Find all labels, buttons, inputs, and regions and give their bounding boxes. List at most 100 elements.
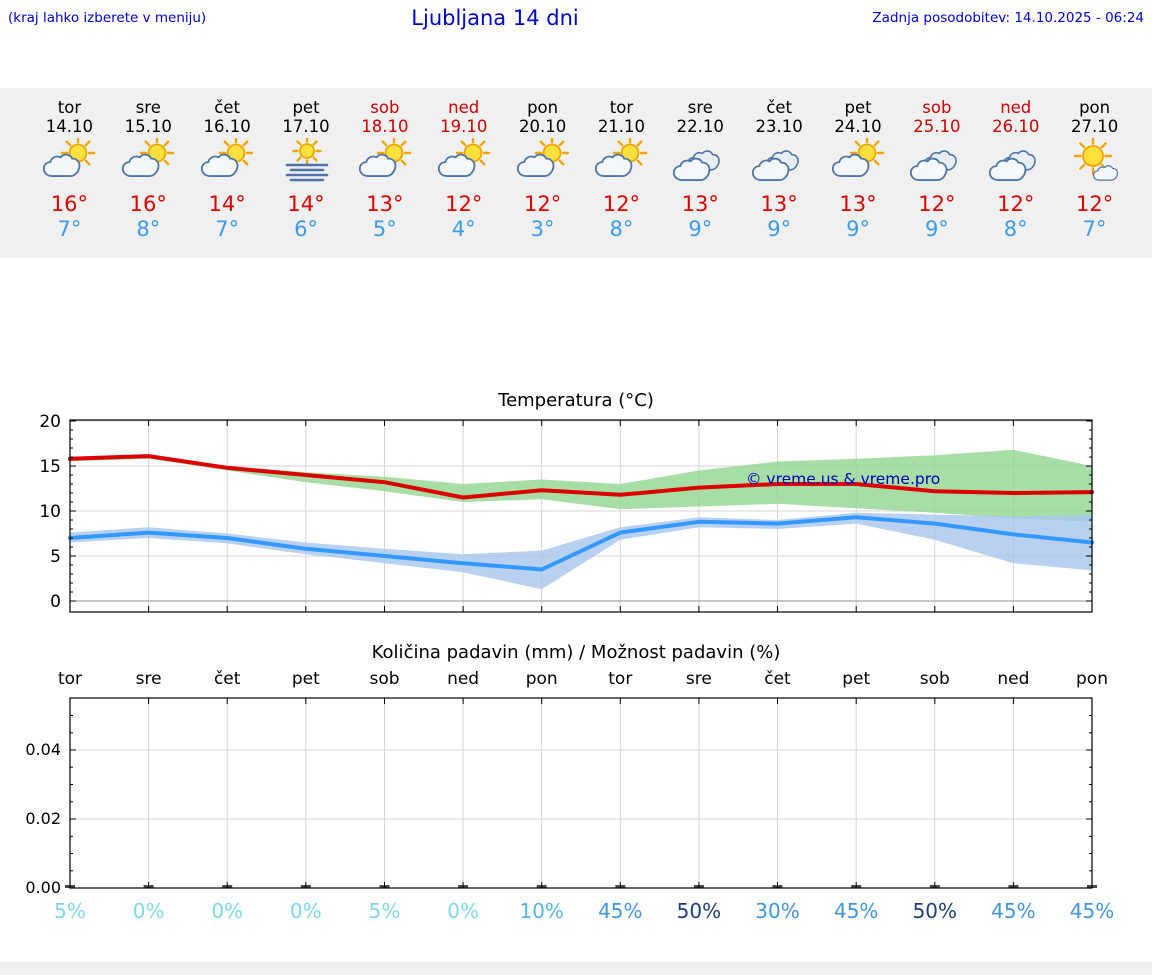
sun-cloud-icon bbox=[109, 135, 188, 186]
precip-probability-label: 0% bbox=[290, 899, 322, 923]
day-date-label: 27.10 bbox=[1070, 117, 1119, 136]
precip-probability-label: 50% bbox=[913, 899, 957, 923]
high-temp-label: 13° bbox=[760, 192, 798, 216]
day-name-label: sre bbox=[135, 98, 161, 117]
high-temp-label: 12° bbox=[602, 192, 641, 216]
forecast-day: ned 19.10 12° 4° bbox=[424, 88, 503, 258]
low-temp-label: 5° bbox=[372, 217, 397, 241]
forecast-day: sob 18.10 13° 5° bbox=[345, 88, 424, 258]
day-name-label: čet bbox=[214, 98, 240, 117]
day-name-label: pon bbox=[1079, 98, 1111, 117]
day-date-label: 22.10 bbox=[676, 117, 724, 136]
sun-cloud-icon bbox=[503, 135, 582, 186]
forecast-day: sob 25.10 12° 9° bbox=[897, 88, 976, 258]
precip-day-label: sob bbox=[920, 669, 950, 689]
day-date-label: 21.10 bbox=[597, 117, 646, 136]
temp-ytick-label: 10 bbox=[39, 502, 61, 522]
low-temp-label: 9° bbox=[688, 217, 713, 241]
high-temp-label: 12° bbox=[918, 192, 956, 216]
day-date-label: 23.10 bbox=[755, 117, 803, 136]
temp-ytick-label: 20 bbox=[39, 412, 61, 432]
forecast-day: čet 16.10 14° 7° bbox=[188, 88, 267, 258]
day-date-label: 15.10 bbox=[124, 117, 172, 136]
low-temp-label: 9° bbox=[924, 217, 949, 241]
day-date-label: 14.10 bbox=[45, 117, 94, 136]
forecast-day: sre 15.10 16° 8° bbox=[109, 88, 188, 258]
precip-ytick-label: 0.02 bbox=[25, 809, 61, 828]
high-temp-label: 12° bbox=[997, 192, 1035, 216]
cloudy-icon bbox=[897, 138, 976, 186]
sun-cloud-icon bbox=[30, 135, 109, 186]
day-date-label: 25.10 bbox=[913, 117, 961, 136]
day-name-label: ned bbox=[448, 98, 480, 117]
precipitation-chart-title: Količina padavin (mm) / Možnost padavin … bbox=[371, 642, 781, 663]
temperature-chart: 0 5 10 15 20 © vreme.us & vreme.pro bbox=[39, 412, 1094, 613]
precip-day-label: ned bbox=[997, 669, 1029, 689]
precipitation-chart: tor sre čet pet sob ned pon tor sre čet pet sob ned p… bbox=[25, 669, 1114, 923]
precip-probability-label: 45% bbox=[598, 899, 642, 923]
day-name-label: pon bbox=[527, 98, 559, 117]
precip-day-label: pon bbox=[1076, 669, 1108, 689]
temp-ytick-label: 15 bbox=[39, 457, 61, 477]
precip-day-label: ned bbox=[447, 669, 479, 689]
watermark: © vreme.us & vreme.pro bbox=[746, 470, 940, 488]
low-temp-label: 9° bbox=[767, 217, 792, 241]
max-temp-line bbox=[68, 454, 1094, 500]
fog-icon bbox=[267, 136, 346, 186]
forecast-day: čet 23.10 13° 9° bbox=[740, 88, 819, 258]
precip-ytick-label: 0.04 bbox=[25, 740, 61, 759]
sun-cloud-icon bbox=[345, 135, 424, 186]
high-temp-label: 12° bbox=[1075, 192, 1114, 216]
day-date-label: 18.10 bbox=[361, 117, 409, 136]
precip-day-label: sob bbox=[369, 669, 399, 689]
precip-probability-label: 50% bbox=[677, 899, 721, 923]
day-name-label: čet bbox=[766, 98, 793, 117]
forecast-day: pet 24.10 13° 9° bbox=[819, 88, 898, 258]
page-title: Ljubljana 14 dni bbox=[411, 6, 579, 30]
forecast-strip: tor 14.10 16° 7° sre 15.10 16° 8° čet 16.10 14° 7° p… bbox=[0, 88, 1152, 258]
temp-ytick-label: 5 bbox=[50, 547, 61, 567]
footer-strip bbox=[0, 962, 1152, 975]
day-date-label: 24.10 bbox=[834, 117, 882, 136]
temp-ytick-label: 0 bbox=[50, 592, 61, 612]
precip-probability-label: 0% bbox=[133, 899, 165, 923]
high-temp-label: 13° bbox=[681, 192, 719, 216]
high-temp-label: 12° bbox=[445, 192, 483, 216]
precip-probability-label: 45% bbox=[1070, 899, 1114, 923]
forecast-day: pon 27.10 12° 7° bbox=[1055, 88, 1134, 258]
precip-probability-label: 0% bbox=[447, 899, 479, 923]
low-temp-label: 3° bbox=[530, 217, 555, 241]
low-temp-label: 7° bbox=[215, 217, 240, 241]
day-name-label: sob bbox=[370, 98, 400, 117]
high-temp-label: 14° bbox=[208, 192, 246, 216]
low-temp-label: 7° bbox=[57, 217, 82, 241]
cloudy-icon bbox=[661, 138, 740, 186]
precip-day-label: sre bbox=[686, 669, 712, 689]
day-date-label: 16.10 bbox=[203, 117, 251, 136]
cloudy-icon bbox=[740, 138, 819, 186]
forecast-day: tor 14.10 16° 7° bbox=[30, 88, 109, 258]
temperature-chart-title: Temperatura (°C) bbox=[498, 390, 654, 411]
menu-hint: (kraj lahko izberete v meniju) bbox=[8, 10, 207, 26]
topbar: (kraj lahko izberete v meniju) Ljubljana… bbox=[0, 0, 1152, 42]
sun-cloud-icon bbox=[582, 135, 661, 186]
high-temp-label: 16° bbox=[129, 192, 167, 216]
precip-probability-label: 10% bbox=[519, 899, 563, 923]
precip-probability-label: 5% bbox=[54, 899, 86, 923]
forecast-day: sre 22.10 13° 9° bbox=[661, 88, 740, 258]
precip-probability-label: 45% bbox=[991, 899, 1035, 923]
cloudy-icon bbox=[976, 138, 1055, 186]
forecast-day: pet 17.10 14° 6° bbox=[267, 88, 346, 258]
precip-day-label: čet bbox=[214, 669, 241, 689]
last-update-label: Zadnja posodobitev: 14.10.2025 - 06:24 bbox=[872, 10, 1144, 26]
day-date-label: 20.10 bbox=[518, 117, 567, 136]
precip-day-label: čet bbox=[764, 669, 791, 689]
high-temp-label: 13° bbox=[366, 192, 404, 216]
day-name-label: sob bbox=[922, 98, 952, 117]
precip-probability-label: 30% bbox=[755, 899, 799, 923]
high-temp-label: 12° bbox=[523, 192, 562, 216]
sun-cloud-icon bbox=[188, 135, 267, 186]
sun-cloud-icon bbox=[819, 135, 898, 186]
low-temp-label: 8° bbox=[136, 217, 161, 241]
day-name-label: tor bbox=[609, 98, 634, 117]
